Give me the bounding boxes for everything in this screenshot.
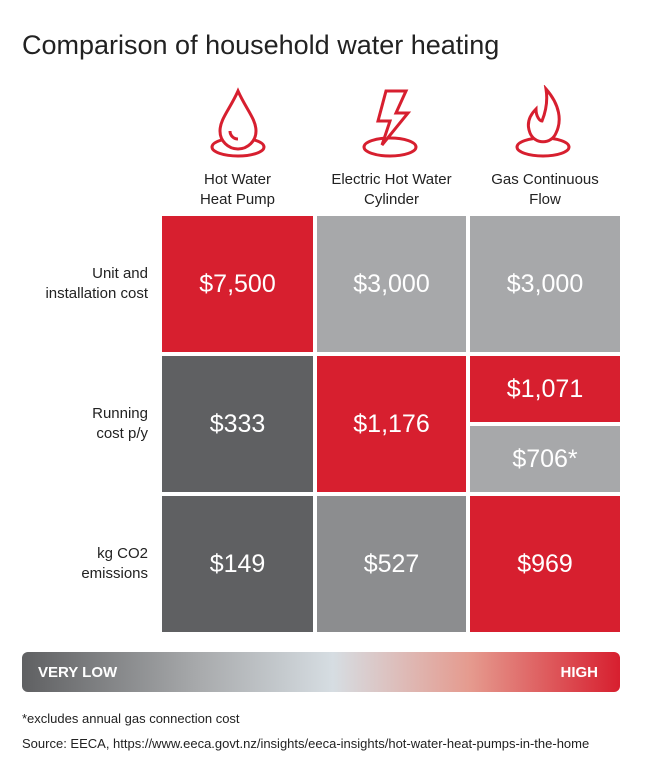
electric-icon — [362, 89, 418, 158]
icons — [210, 85, 571, 158]
row-header-line: kg CO2 — [97, 545, 148, 562]
row-header-line: Unit and — [92, 265, 148, 282]
table-cell: $1,071 — [470, 356, 620, 422]
scale-bar: VERY LOW HIGH — [22, 652, 620, 692]
table-cell: $3,000 — [317, 216, 466, 352]
table-cell: $3,000 — [470, 216, 620, 352]
table-cell: $7,500 — [162, 216, 313, 352]
table-cell: $333 — [162, 356, 313, 492]
table-cell: $527 — [317, 496, 466, 632]
column-header-line: Cylinder — [363, 191, 420, 208]
footnote: *excludes annual gas connection cost — [22, 711, 240, 726]
title: Comparison of household water heating — [22, 30, 500, 60]
row-header-line: cost p/y — [96, 425, 148, 442]
table-cell: $706* — [470, 426, 620, 492]
column-header: Hot Water Heat Pump — [158, 170, 318, 210]
scale-high: HIGH — [560, 664, 599, 681]
row-header-line: Running — [92, 405, 148, 422]
column-header-line: Gas Continuous — [491, 171, 599, 188]
scale-low: VERY LOW — [38, 664, 118, 681]
table-cell: $969 — [470, 496, 620, 632]
column-header: Electric Hot Water Cylinder — [312, 170, 472, 210]
source: Source: EECA, https://www.eeca.govt.nz/i… — [22, 736, 590, 751]
table-cell: $1,176 — [317, 356, 466, 492]
row-header: Unit and installation cost — [18, 264, 148, 304]
column-header-line: Hot Water — [204, 171, 271, 188]
row-header: kg CO2 emissions — [18, 544, 148, 584]
column-header: Gas Continuous Flow — [465, 170, 625, 210]
column-header-line: Electric Hot Water — [331, 171, 452, 188]
table-cell: $149 — [162, 496, 313, 632]
heat-pump-icon — [210, 87, 266, 158]
column-header-line: Flow — [529, 191, 561, 208]
row-header: Running cost p/y — [18, 404, 148, 444]
row-header-line: installation cost — [45, 285, 148, 302]
gas-icon — [515, 85, 571, 158]
column-header-line: Heat Pump — [199, 191, 276, 208]
row-header-line: emissions — [81, 565, 148, 582]
